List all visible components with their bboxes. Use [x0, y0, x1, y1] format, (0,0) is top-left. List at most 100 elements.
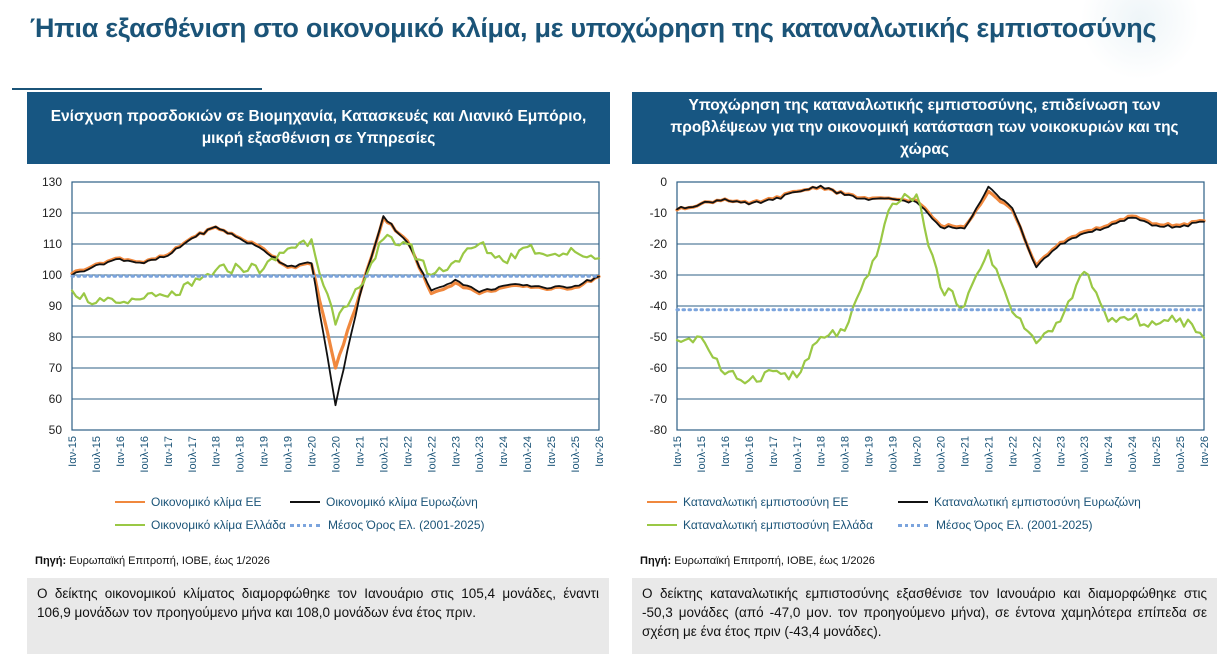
x-tick-label: Ιουλ-20	[331, 436, 343, 473]
x-tick-label: Ιουλ-18	[235, 436, 247, 473]
x-tick-label: Ιαν-16	[720, 436, 732, 467]
x-tick-label: Ιουλ-16	[139, 436, 151, 473]
x-tick-label: Ιαν-21	[959, 436, 971, 467]
x-tick-label: Ιαν-26	[594, 436, 606, 467]
x-tick-label: Ιαν-17	[163, 436, 175, 467]
x-tick-label: Ιουλ-23	[1079, 436, 1091, 473]
right-source-text: Ευρωπαϊκή Επιτροπή, ΙΟΒΕ, έως 1/2026	[671, 555, 875, 567]
left-panel-header-text: Ενίσχυση προσδοκιών σε Βιομηχανία, Κατασ…	[50, 108, 587, 147]
legend-label-eurozone: Καταναλωτική εμπιστοσύνη Ευρωζώνη	[934, 495, 1141, 509]
x-tick-label: Ιουλ-20	[936, 436, 948, 473]
x-tick-label: Ιουλ-15	[91, 436, 103, 473]
x-tick-label: Ιαν-25	[546, 436, 558, 467]
economic-climate-chart: 130 120 110 100 90 80 70 60 50 Ιαν-15 Ιουλ-15 Ιαν-1…	[42, 175, 606, 473]
series-eurozone	[71, 215, 600, 407]
left-source-label: Πηγή:	[35, 555, 67, 567]
legend-swatch-greece	[115, 524, 145, 526]
x-tick-label: Ιουλ-22	[1031, 436, 1043, 473]
x-tick-label: Ιαν-21	[354, 436, 366, 467]
x-tick-label: Ιουλ-23	[474, 436, 486, 473]
x-tick-label: Ιαν-15	[67, 436, 79, 467]
x-tick-label: Ιουλ-22	[426, 436, 438, 473]
x-tick-label: Ιουλ-21	[983, 436, 995, 473]
x-tick-label: Ιαν-20	[307, 436, 319, 467]
x-tick-label: Ιουλ-15	[696, 436, 708, 473]
x-tick-label: Ιαν-25	[1151, 436, 1163, 467]
x-tick-label: Ιουλ-18	[840, 436, 852, 473]
left-note: Ο δείκτης οικονομικού κλίματος διαμορφώθ…	[27, 578, 609, 654]
legend-label-eurozone: Οικονομικό κλίμα Ευρωζώνη	[326, 495, 478, 509]
x-tick-label: Ιαν-18	[816, 436, 828, 467]
y-tick-label: -50	[650, 330, 668, 344]
right-source: Πηγή: Ευρωπαϊκή Επιτροπή, ΙΟΒΕ, έως 1/20…	[640, 555, 875, 567]
x-tick-label: Ιαν-15	[672, 436, 684, 467]
y-tick-label: -70	[650, 392, 668, 406]
legend-swatch-average	[898, 523, 928, 527]
y-tick-label: 120	[42, 206, 62, 220]
x-tick-label: Ιαν-19	[864, 436, 876, 467]
legend-label-eu: Οικονομικό κλίμα ΕΕ	[151, 495, 262, 509]
left-source-text: Ευρωπαϊκή Επιτροπή, ΙΟΒΕ, έως 1/2026	[66, 555, 270, 567]
x-tick-label: Ιουλ-25	[570, 436, 582, 473]
page-title: Ήπια εξασθένιση στο οικονομικό κλίμα, με…	[30, 13, 1157, 43]
x-tick-label: Ιαν-22	[1007, 436, 1019, 467]
y-tick-label: 0	[660, 175, 667, 189]
x-tick-label: Ιουλ-24	[1127, 436, 1139, 473]
y-tick-label: 110	[43, 237, 62, 251]
x-tick-label: Ιαν-18	[211, 436, 223, 467]
legend-label-eu: Καταναλωτική εμπιστοσύνη ΕΕ	[683, 495, 849, 509]
right-panel-header: Υποχώρηση της καταναλωτικής εμπιστοσύνης…	[632, 92, 1217, 164]
y-tick-label: -60	[650, 361, 668, 375]
legend-label-greece: Οικονομικό κλίμα Ελλάδα	[151, 518, 286, 532]
y-tick-label: 60	[49, 392, 63, 406]
series-greece	[70, 233, 601, 326]
x-tick-label: Ιουλ-21	[378, 436, 390, 473]
legend-swatch-eu	[647, 501, 677, 503]
legend-item-eu: Οικονομικό κλίμα ΕΕ	[115, 495, 262, 509]
right-note-text: Ο δείκτης καταναλωτικής εμπιστοσύνης εξα…	[642, 586, 1207, 639]
y-tick-label: 70	[49, 361, 63, 375]
left-note-text: Ο δείκτης οικονομικού κλίματος διαμορφώθ…	[37, 586, 599, 620]
y-tick-label: 130	[42, 175, 62, 189]
left-panel-header: Ενίσχυση προσδοκιών σε Βιομηχανία, Κατασ…	[27, 92, 610, 164]
legend-item-average: Μέσος Όρος Ελ. (2001-2025)	[898, 518, 1093, 532]
y-tick-label: -40	[650, 299, 668, 313]
series-eurozone	[676, 184, 1205, 269]
y-tick-label: -30	[650, 268, 668, 282]
x-tick-label: Ιουλ-16	[744, 436, 756, 473]
x-tick-label: Ιαν-26	[1199, 436, 1211, 467]
x-tick-label: Ιουλ-19	[283, 436, 295, 473]
consumer-confidence-chart: 0 -10 -20 -30 -40 -50 -60 -70 -80 Ιαν-15 Ιουλ-15 Ια…	[650, 175, 1211, 473]
series-greece	[675, 192, 1206, 385]
x-tick-label: Ιαν-19	[259, 436, 271, 467]
x-tick-label: Ιουλ-17	[792, 436, 804, 473]
legend-swatch-eu	[115, 501, 145, 503]
x-tick-label: Ιαν-23	[450, 436, 462, 467]
legend-label-greece: Καταναλωτική εμπιστοσύνη Ελλάδα	[683, 518, 873, 532]
x-tick-label: Ιαν-16	[115, 436, 127, 467]
y-tick-label: -20	[650, 237, 668, 251]
legend-swatch-average	[290, 523, 320, 527]
legend-swatch-eurozone	[290, 501, 320, 503]
x-tick-label: Ιαν-24	[498, 436, 510, 467]
y-tick-label: -80	[650, 423, 668, 437]
y-tick-label: 90	[49, 299, 63, 313]
legend-item-eurozone: Οικονομικό κλίμα Ευρωζώνη	[290, 495, 478, 509]
y-tick-label: -10	[650, 206, 668, 220]
x-tick-label: Ιαν-20	[912, 436, 924, 467]
right-source-label: Πηγή:	[640, 555, 672, 567]
x-tick-label: Ιαν-22	[402, 436, 414, 467]
legend-item-eu: Καταναλωτική εμπιστοσύνη ΕΕ	[647, 495, 849, 509]
right-panel-header-text: Υποχώρηση της καταναλωτικής εμπιστοσύνης…	[670, 97, 1179, 158]
x-tick-label: Ιουλ-17	[187, 436, 199, 473]
y-tick-label: 100	[42, 268, 62, 282]
y-tick-label: 80	[49, 330, 63, 344]
x-tick-label: Ιαν-24	[1103, 436, 1115, 467]
left-source: Πηγή: Ευρωπαϊκή Επιτροπή, ΙΟΒΕ, έως 1/20…	[35, 555, 270, 567]
legend-item-greece: Καταναλωτική εμπιστοσύνη Ελλάδα	[647, 518, 873, 532]
right-note: Ο δείκτης καταναλωτικής εμπιστοσύνης εξα…	[632, 578, 1217, 654]
x-tick-label: Ιουλ-24	[522, 436, 534, 473]
title-underline	[12, 88, 262, 90]
legend-label-average: Μέσος Όρος Ελ. (2001-2025)	[328, 518, 485, 532]
y-tick-label: 50	[49, 423, 63, 437]
